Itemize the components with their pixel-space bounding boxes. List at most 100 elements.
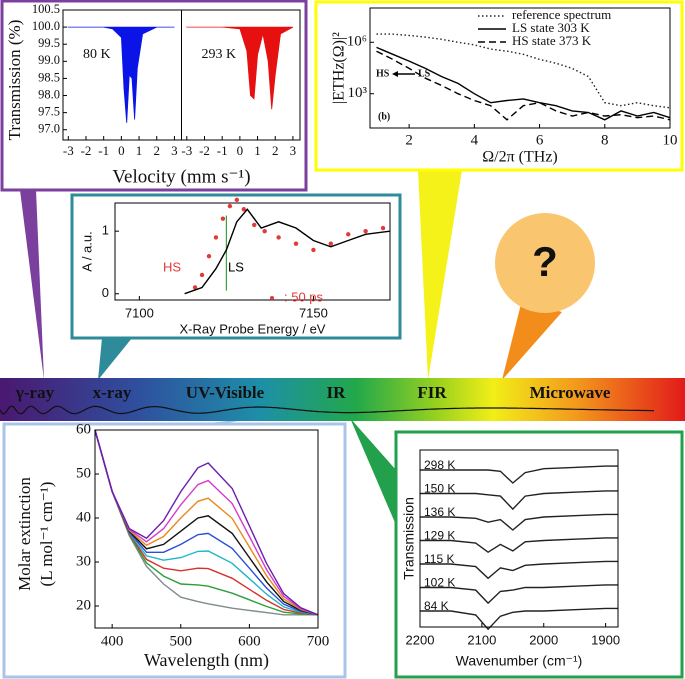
x-tick-label: 400	[101, 633, 124, 649]
x-tick-label: 7150	[299, 305, 328, 320]
connector	[20, 190, 44, 380]
panel-box	[314, 0, 684, 172]
data-point	[363, 228, 368, 234]
x-tick-label: 500	[170, 633, 193, 649]
panel-label: 80 K	[83, 47, 111, 62]
plot-frame	[114, 202, 391, 301]
data-point	[346, 232, 351, 237]
data-point	[380, 225, 386, 231]
trace-label: 150 K	[424, 482, 455, 496]
data-point	[227, 203, 233, 209]
annotation: (b)	[378, 111, 390, 122]
plot-frame	[94, 429, 319, 629]
data-point	[192, 285, 198, 290]
annotation: LS	[418, 68, 431, 79]
data-point	[241, 207, 246, 212]
x-tick-label: 0	[118, 143, 125, 158]
x-tick-label: -2	[81, 143, 92, 158]
x-tick-label: -3	[181, 143, 192, 158]
y-tick-label: 99.0	[38, 53, 60, 67]
line	[420, 607, 618, 631]
trace-label: 102 K	[424, 576, 455, 590]
x-tick-label: 2200	[406, 632, 435, 647]
data-point	[252, 222, 257, 228]
x-tick-label: 6	[536, 132, 544, 148]
x-tick-label: 1	[136, 143, 143, 158]
y-axis-label: |ETHz(Ω)|²	[331, 32, 348, 104]
band-label: x-ray	[93, 383, 132, 402]
line	[94, 429, 319, 616]
x-axis-label: Velocity (mm s⁻¹)	[112, 166, 250, 187]
line	[94, 429, 319, 616]
y-tick-label: 20	[76, 597, 91, 613]
x-tick-label: 8	[601, 132, 609, 148]
connector	[502, 300, 562, 380]
plot-frame	[181, 9, 301, 141]
x-tick-label: -3	[63, 143, 74, 158]
y-tick-label: 98.5	[38, 70, 60, 84]
y-tick-label: 10⁶	[347, 34, 367, 50]
line	[420, 537, 618, 554]
panel-box	[2, 422, 347, 679]
data-point	[276, 235, 281, 240]
y-tick-label: 98.0	[38, 87, 60, 101]
x-tick-label: 0	[237, 143, 244, 158]
y-tick-label: 1	[102, 223, 109, 238]
line	[376, 50, 671, 121]
x-tick-label: 3	[290, 143, 297, 158]
line	[420, 465, 618, 484]
question-mark: ?	[532, 238, 558, 285]
trace-label: 129 K	[424, 529, 455, 543]
panel-box	[70, 193, 402, 340]
x-tick-label: -2	[199, 143, 210, 158]
data-point	[234, 197, 240, 203]
legend-label: : 50 ps	[284, 289, 324, 304]
trace-label: 115 K	[424, 552, 454, 566]
y-tick-label: 30	[76, 553, 91, 569]
data-point	[199, 272, 205, 278]
x-tick-label: -1	[217, 143, 228, 158]
line	[420, 513, 618, 531]
legend-label: reference spectrum	[512, 7, 611, 22]
y-tick-label: 0	[102, 285, 109, 300]
plot-frame	[419, 449, 619, 628]
line	[94, 429, 319, 616]
y-axis-label: (L mol⁻¹ cm⁻¹)	[37, 482, 56, 587]
arrow-head	[392, 71, 398, 77]
data-point	[328, 241, 334, 246]
x-tick-label: -1	[98, 143, 109, 158]
y-tick-label: 97.0	[38, 122, 60, 136]
y-tick-label: 97.5	[38, 105, 60, 119]
panel-box	[394, 430, 684, 679]
line	[420, 560, 618, 580]
line	[420, 490, 618, 511]
line	[94, 429, 319, 616]
data-point	[293, 241, 299, 246]
line	[184, 208, 391, 295]
trace-label: 84 K	[424, 599, 449, 613]
x-tick-label: 1	[254, 143, 261, 158]
x-tick-label: 1900	[591, 632, 620, 647]
x-tick-label: 4	[471, 132, 479, 148]
x-tick-label: 10	[663, 132, 678, 148]
x-tick-label: 3	[171, 143, 178, 158]
y-tick-label: 10³	[348, 85, 368, 101]
curve-label: HS	[163, 259, 181, 274]
band-label: IR	[327, 383, 347, 402]
x-tick-label: 2	[153, 143, 160, 158]
y-tick-label: 100.0	[32, 19, 60, 33]
trace-label: 298 K	[424, 458, 455, 472]
area	[67, 26, 175, 123]
wave	[0, 405, 654, 415]
line	[94, 429, 319, 616]
line	[376, 46, 671, 121]
x-axis-label: X-Ray Probe Energy / eV	[180, 321, 326, 336]
line	[420, 584, 618, 605]
x-tick-label: 700	[307, 633, 330, 649]
trace-label: 136 K	[424, 505, 455, 519]
y-axis-label: Molar extinction	[15, 477, 34, 591]
y-tick-label: 40	[76, 509, 91, 525]
x-tick-label: 2000	[529, 632, 558, 647]
x-axis-label: Wavenumber (cm⁻¹)	[456, 653, 583, 669]
